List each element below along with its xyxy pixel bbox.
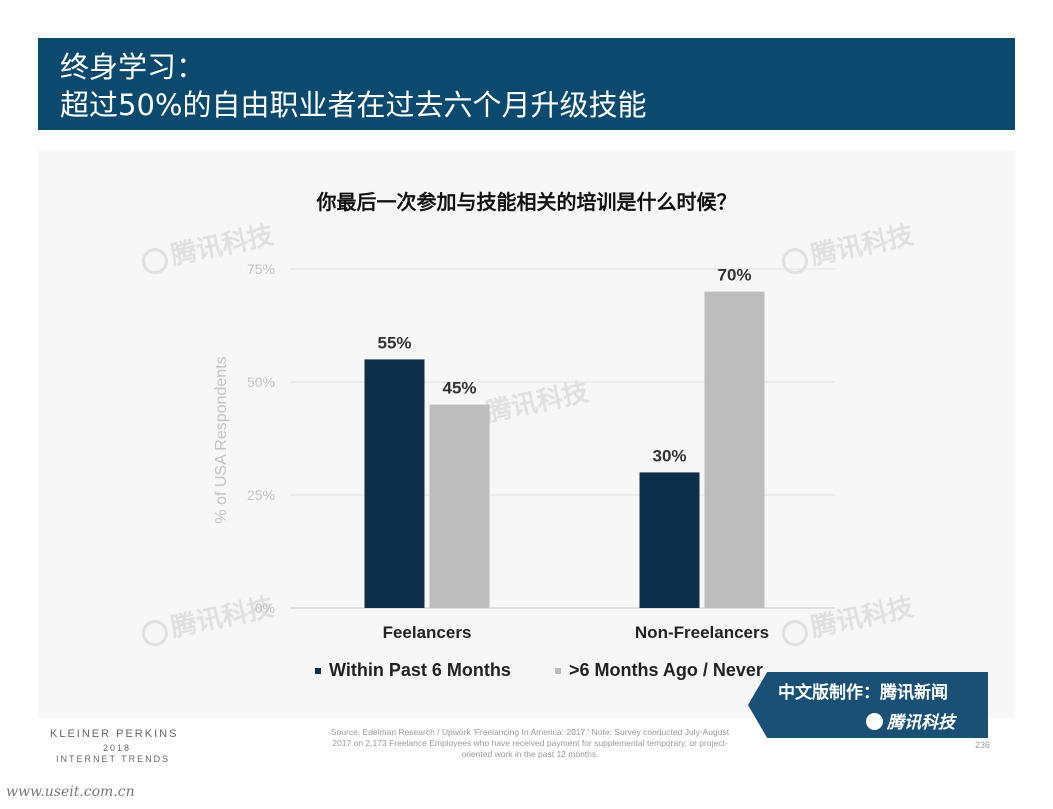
- legend-item-series2: >6 Months Ago / Never: [555, 660, 763, 681]
- y-tick-label: 25%: [247, 487, 275, 503]
- bar: [704, 291, 765, 608]
- badge-line2: 腾讯科技: [866, 708, 955, 733]
- legend-swatch-series1: [315, 668, 321, 675]
- slide-title-line1: 终身学习：: [60, 50, 206, 84]
- data-label: 30%: [652, 446, 686, 465]
- brand-name: KLEINER PERKINS: [50, 728, 179, 740]
- y-tick-label: 75%: [247, 261, 275, 277]
- site-watermark: www.useit.com.cn: [6, 784, 135, 800]
- chart-panel: [38, 150, 1015, 718]
- y-tick-label: 0%: [255, 600, 275, 616]
- x-tick-label: Feelancers: [383, 623, 472, 642]
- source-note: Source: Edelman Research / Upwork 'Freel…: [330, 727, 730, 759]
- data-label: 70%: [717, 266, 751, 285]
- producer-badge: 中文版制作：腾讯新闻 腾讯科技: [748, 672, 988, 738]
- y-axis-label: % of USA Respondents: [213, 356, 230, 523]
- brand-year: 2018: [103, 743, 132, 753]
- x-tick-label: Non-Freelancers: [635, 623, 769, 642]
- page-number: 236: [975, 740, 991, 750]
- bar: [364, 359, 425, 608]
- legend-item-series1: Within Past 6 Months: [315, 660, 511, 681]
- title-banner: 终身学习： 超过50%的自由职业者在过去六个月升级技能: [38, 38, 1015, 130]
- badge-line1: 中文版制作：腾讯新闻: [778, 683, 948, 703]
- brand-subtitle: INTERNET TRENDS: [56, 754, 171, 764]
- legend-swatch-series2: [555, 668, 561, 675]
- bar: [639, 472, 700, 608]
- tencent-logo-icon: [866, 713, 883, 730]
- data-label: 45%: [442, 379, 476, 398]
- bar: [429, 404, 490, 608]
- chart-title: 你最后一次参加与技能相关的培训是什么时候？: [316, 190, 737, 214]
- slide-title-line2: 超过50%的自由职业者在过去六个月升级技能: [60, 88, 647, 122]
- y-tick-label: 50%: [247, 374, 275, 390]
- data-label: 55%: [377, 333, 411, 352]
